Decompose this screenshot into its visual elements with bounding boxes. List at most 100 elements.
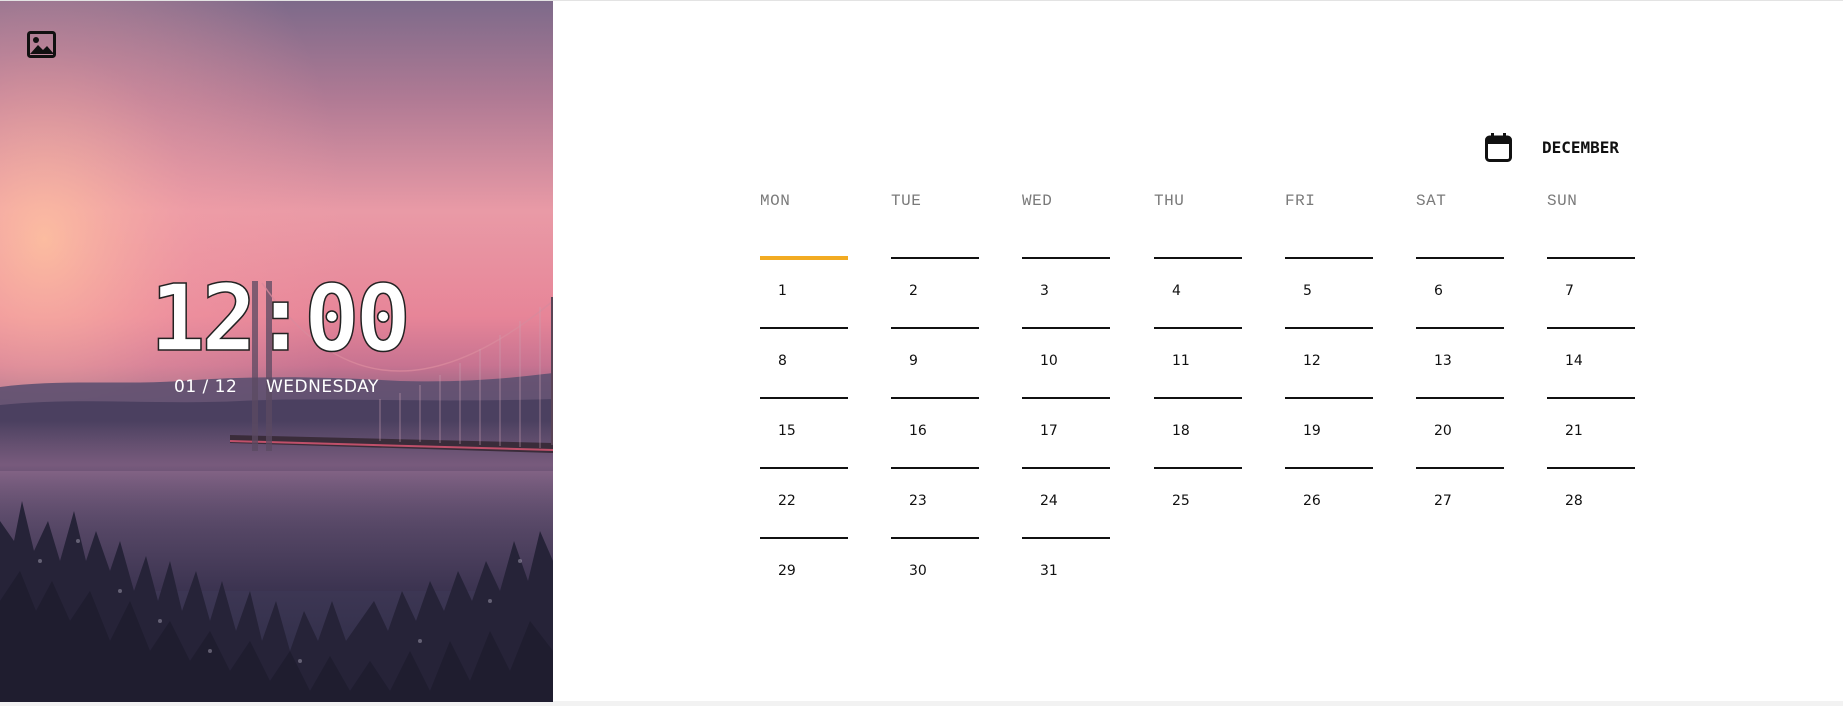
clock-time: 12:00 <box>149 265 411 372</box>
day-cell[interactable]: 27 <box>1416 467 1504 537</box>
scenery-illustration <box>0 1 553 702</box>
weekday-label: TUE <box>891 192 922 210</box>
day-cell[interactable]: 16 <box>891 397 979 467</box>
day-number: 9 <box>909 353 918 369</box>
day-number: 7 <box>1565 283 1574 299</box>
day-divider <box>760 467 848 469</box>
day-divider <box>891 537 979 539</box>
day-number: 14 <box>1565 353 1583 369</box>
day-cell[interactable]: 5 <box>1285 257 1373 327</box>
day-cell[interactable]: 2 <box>891 257 979 327</box>
day-cell[interactable]: 30 <box>891 537 979 607</box>
day-divider <box>891 467 979 469</box>
day-number: 2 <box>909 283 918 299</box>
image-icon <box>27 31 56 58</box>
day-cell[interactable]: 29 <box>760 537 848 607</box>
day-cell[interactable]: 21 <box>1547 397 1635 467</box>
month-label: DECEMBER <box>1542 137 1620 157</box>
day-number: 13 <box>1434 353 1452 369</box>
day-divider <box>1285 397 1373 399</box>
weekday-label: SAT <box>1416 192 1447 210</box>
day-cell[interactable]: 26 <box>1285 467 1373 537</box>
change-background-button[interactable] <box>27 31 56 58</box>
day-number: 6 <box>1434 283 1443 299</box>
weekday-label: FRI <box>1285 192 1316 210</box>
day-number: 3 <box>1040 283 1049 299</box>
day-cell[interactable]: 11 <box>1154 327 1242 397</box>
day-number: 24 <box>1040 493 1058 509</box>
day-number: 31 <box>1040 563 1058 579</box>
day-divider <box>1022 397 1110 399</box>
day-number: 4 <box>1172 283 1181 299</box>
day-divider <box>1022 537 1110 539</box>
day-cell-today[interactable]: 1 <box>760 256 848 327</box>
clock-weekday: WEDNESDAY <box>266 377 379 397</box>
day-cell[interactable]: 8 <box>760 327 848 397</box>
day-divider <box>1285 467 1373 469</box>
day-cell[interactable]: 4 <box>1154 257 1242 327</box>
day-divider <box>1154 257 1242 259</box>
calendar-icon[interactable] <box>1485 132 1512 162</box>
day-number: 22 <box>778 493 796 509</box>
day-number: 23 <box>909 493 927 509</box>
today-indicator-bar <box>760 256 848 260</box>
day-divider <box>1416 397 1504 399</box>
day-divider <box>1547 467 1635 469</box>
day-number: 25 <box>1172 493 1190 509</box>
day-number: 16 <box>909 423 927 439</box>
day-number: 27 <box>1434 493 1452 509</box>
day-divider <box>891 257 979 259</box>
day-divider <box>1022 467 1110 469</box>
day-cell[interactable]: 10 <box>1022 327 1110 397</box>
day-cell[interactable]: 25 <box>1154 467 1242 537</box>
day-number: 15 <box>778 423 796 439</box>
day-divider <box>1547 327 1635 329</box>
day-number: 29 <box>778 563 796 579</box>
day-cell[interactable]: 23 <box>891 467 979 537</box>
day-cell[interactable]: 17 <box>1022 397 1110 467</box>
day-cell[interactable]: 15 <box>760 397 848 467</box>
day-divider <box>891 327 979 329</box>
day-cell[interactable]: 14 <box>1547 327 1635 397</box>
day-number: 5 <box>1303 283 1312 299</box>
day-cell[interactable]: 9 <box>891 327 979 397</box>
clock-date: 01 / 12 <box>174 377 238 397</box>
day-cell[interactable]: 7 <box>1547 257 1635 327</box>
day-number: 10 <box>1040 353 1058 369</box>
day-cell[interactable]: 31 <box>1022 537 1110 607</box>
day-cell[interactable]: 24 <box>1022 467 1110 537</box>
day-divider <box>1416 327 1504 329</box>
day-divider <box>1022 257 1110 259</box>
weekday-label: WED <box>1022 192 1053 210</box>
day-number: 20 <box>1434 423 1452 439</box>
day-cell[interactable]: 28 <box>1547 467 1635 537</box>
day-cell[interactable]: 13 <box>1416 327 1504 397</box>
day-cell[interactable]: 3 <box>1022 257 1110 327</box>
day-divider <box>1285 327 1373 329</box>
day-divider <box>1154 397 1242 399</box>
day-cell[interactable]: 22 <box>760 467 848 537</box>
day-number: 28 <box>1565 493 1583 509</box>
weekday-label: THU <box>1154 192 1185 210</box>
day-number: 11 <box>1172 353 1190 369</box>
day-number: 8 <box>778 353 787 369</box>
day-divider <box>1547 257 1635 259</box>
day-cell[interactable]: 20 <box>1416 397 1504 467</box>
day-divider <box>1285 257 1373 259</box>
weekday-label: MON <box>760 192 791 210</box>
day-number: 17 <box>1040 423 1058 439</box>
day-cell[interactable]: 19 <box>1285 397 1373 467</box>
day-divider <box>1154 467 1242 469</box>
day-divider <box>1416 467 1504 469</box>
day-cell[interactable]: 18 <box>1154 397 1242 467</box>
day-cell[interactable]: 12 <box>1285 327 1373 397</box>
day-number: 30 <box>909 563 927 579</box>
day-divider <box>1416 257 1504 259</box>
day-number: 1 <box>778 283 787 299</box>
day-divider <box>1154 327 1242 329</box>
day-divider <box>760 397 848 399</box>
day-cell[interactable]: 6 <box>1416 257 1504 327</box>
day-number: 26 <box>1303 493 1321 509</box>
day-divider <box>891 397 979 399</box>
